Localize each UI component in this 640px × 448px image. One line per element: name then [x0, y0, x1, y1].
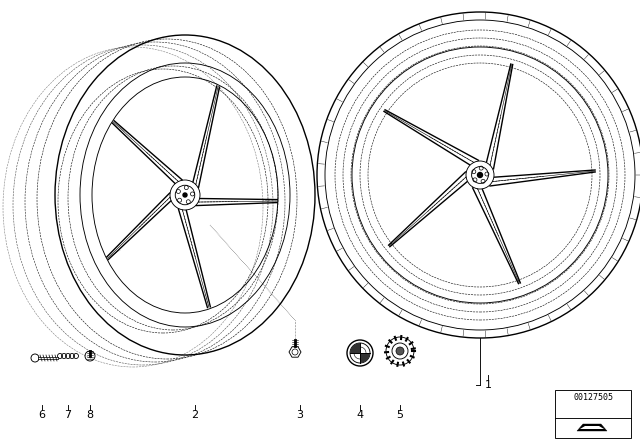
Text: 7: 7 — [65, 410, 72, 420]
Circle shape — [477, 172, 483, 177]
Text: 1: 1 — [484, 380, 492, 390]
Circle shape — [396, 347, 404, 355]
Bar — [555, 390, 631, 438]
Polygon shape — [577, 424, 607, 431]
Text: 6: 6 — [38, 410, 45, 420]
Polygon shape — [580, 426, 604, 429]
Text: 3: 3 — [296, 410, 303, 420]
Text: 00127505: 00127505 — [573, 392, 613, 401]
Text: 8: 8 — [86, 410, 93, 420]
Wedge shape — [350, 343, 360, 353]
Wedge shape — [360, 353, 370, 363]
Circle shape — [183, 193, 187, 197]
Text: 5: 5 — [397, 410, 403, 420]
Text: 2: 2 — [191, 410, 198, 420]
Text: 4: 4 — [356, 410, 364, 420]
